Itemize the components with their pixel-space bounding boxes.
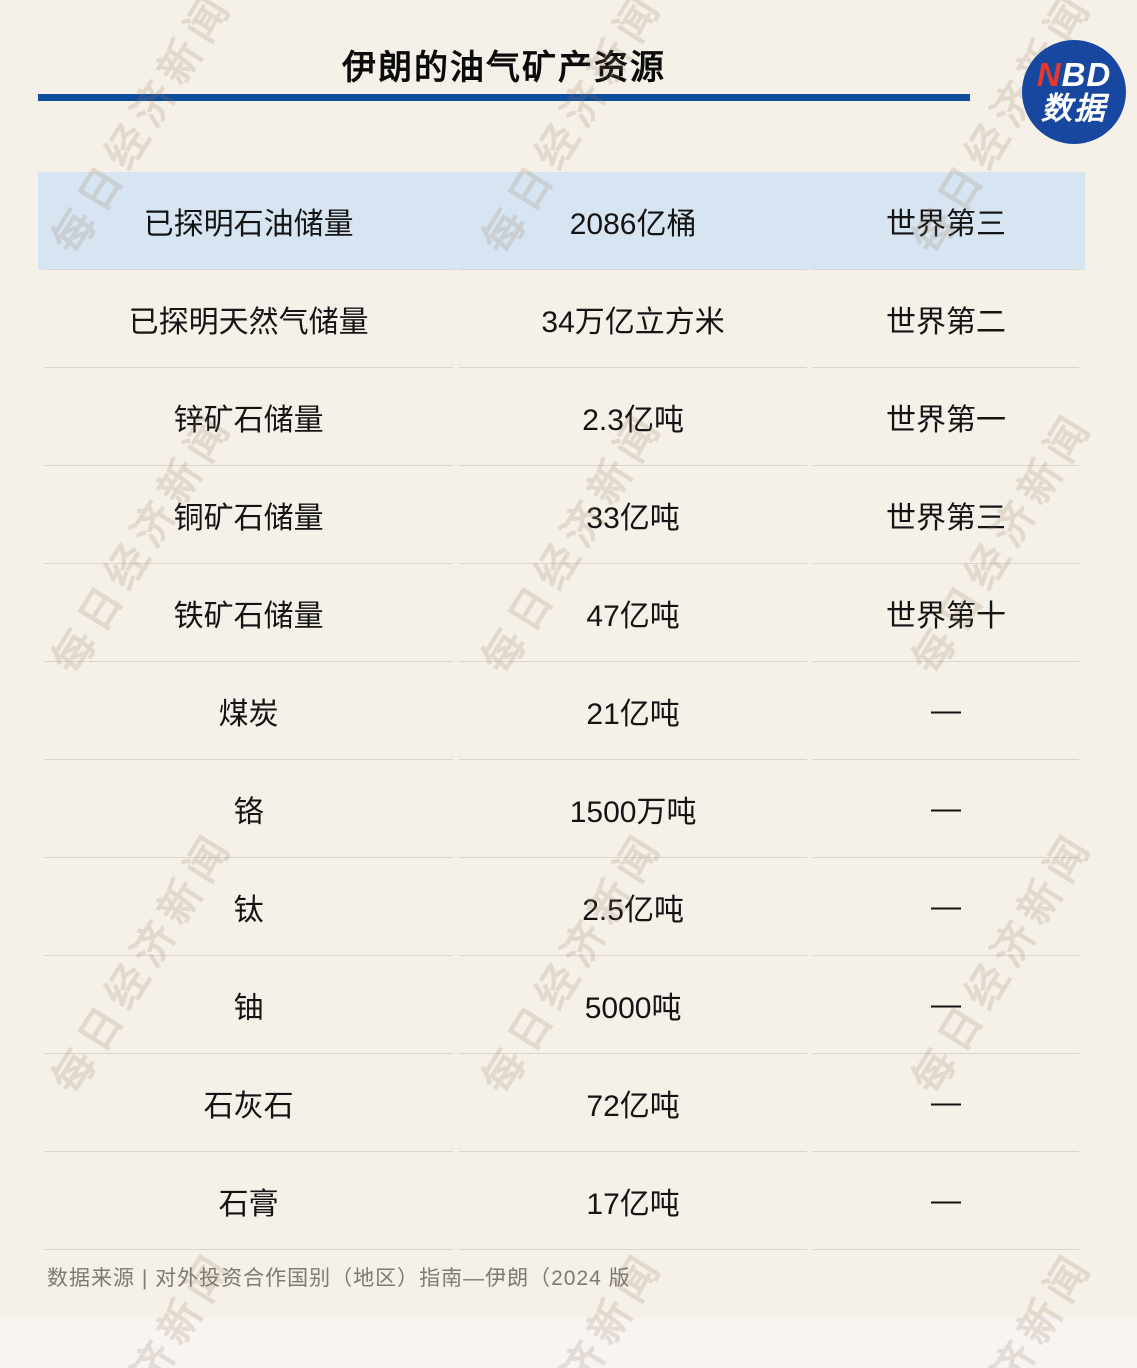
- resource-rank-cell: —: [813, 760, 1079, 858]
- resource-rank-cell: 世界第一: [813, 368, 1079, 466]
- table-row: 钛 2.5亿吨 —: [44, 858, 1079, 956]
- resource-name-cell: 已探明石油储量: [44, 172, 454, 270]
- resource-name-cell: 铀: [44, 956, 454, 1054]
- resource-name-cell: 铁矿石储量: [44, 564, 454, 662]
- resource-name-cell: 铬: [44, 760, 454, 858]
- nbd-logo-bd: BD: [1061, 56, 1112, 94]
- resource-name-cell: 石灰石: [44, 1054, 454, 1152]
- resource-value-cell: 2.3亿吨: [459, 368, 807, 466]
- table-row: 煤炭 21亿吨 —: [44, 662, 1079, 760]
- resource-value-cell: 17亿吨: [459, 1152, 807, 1250]
- resources-table: 已探明石油储量 2086亿桶 世界第三 已探明天然气储量 34万亿立方米 世界第二 锌矿石储…: [38, 172, 1085, 1250]
- resource-rank-cell: 世界第二: [813, 270, 1079, 368]
- resource-rank-cell: —: [813, 1152, 1079, 1250]
- nbd-logo-text: NBD: [1037, 58, 1112, 93]
- resource-name-cell: 钛: [44, 858, 454, 956]
- table-row: 已探明石油储量 2086亿桶 世界第三: [44, 172, 1079, 270]
- page-title: 伊朗的油气矿产资源: [342, 49, 666, 87]
- table-row: 石膏 17亿吨 —: [44, 1152, 1079, 1250]
- table-row: 石灰石 72亿吨 —: [44, 1054, 1079, 1152]
- resources-table-body: 已探明石油储量 2086亿桶 世界第三 已探明天然气储量 34万亿立方米 世界第二 锌矿石储…: [44, 172, 1079, 1250]
- resource-value-cell: 72亿吨: [459, 1054, 807, 1152]
- table-row: 铜矿石储量 33亿吨 世界第三: [44, 466, 1079, 564]
- table-row: 铬 1500万吨 —: [44, 760, 1079, 858]
- resource-rank-cell: 世界第十: [813, 564, 1079, 662]
- resource-value-cell: 21亿吨: [459, 662, 807, 760]
- resource-name-cell: 锌矿石储量: [44, 368, 454, 466]
- resource-name-cell: 煤炭: [44, 662, 454, 760]
- table-row: 锌矿石储量 2.3亿吨 世界第一: [44, 368, 1079, 466]
- highlight-row-bg: [38, 172, 1085, 270]
- resource-value-cell: 34万亿立方米: [459, 270, 807, 368]
- nbd-logo-sub: 数据: [1041, 91, 1107, 127]
- resource-value-cell: 47亿吨: [459, 564, 807, 662]
- data-source-note: 数据来源 | 对外投资合作国别（地区）指南—伊朗（2024 版: [47, 1267, 631, 1290]
- resource-rank-cell: 世界第三: [813, 172, 1079, 270]
- resource-name-cell: 铜矿石储量: [44, 466, 454, 564]
- resource-value-cell: 33亿吨: [459, 466, 807, 564]
- resource-name-cell: 石膏: [44, 1152, 454, 1250]
- bottom-band: [0, 1318, 1137, 1368]
- resource-rank-cell: —: [813, 662, 1079, 760]
- table-row: 已探明天然气储量 34万亿立方米 世界第二: [44, 270, 1079, 368]
- nbd-logo-n: N: [1036, 56, 1062, 94]
- title-underline: [38, 94, 970, 101]
- resource-value-cell: 1500万吨: [459, 760, 807, 858]
- table-row: 铁矿石储量 47亿吨 世界第十: [44, 564, 1079, 662]
- resource-rank-cell: —: [813, 956, 1079, 1054]
- resource-value-cell: 2086亿桶: [459, 172, 807, 270]
- resource-value-cell: 2.5亿吨: [459, 858, 807, 956]
- resource-rank-cell: —: [813, 858, 1079, 956]
- table-row: 铀 5000吨 —: [44, 956, 1079, 1054]
- resource-name-cell: 已探明天然气储量: [44, 270, 454, 368]
- resource-value-cell: 5000吨: [459, 956, 807, 1054]
- resource-rank-cell: —: [813, 1054, 1079, 1152]
- nbd-logo: NBD 数据: [1022, 40, 1126, 144]
- resource-rank-cell: 世界第三: [813, 466, 1079, 564]
